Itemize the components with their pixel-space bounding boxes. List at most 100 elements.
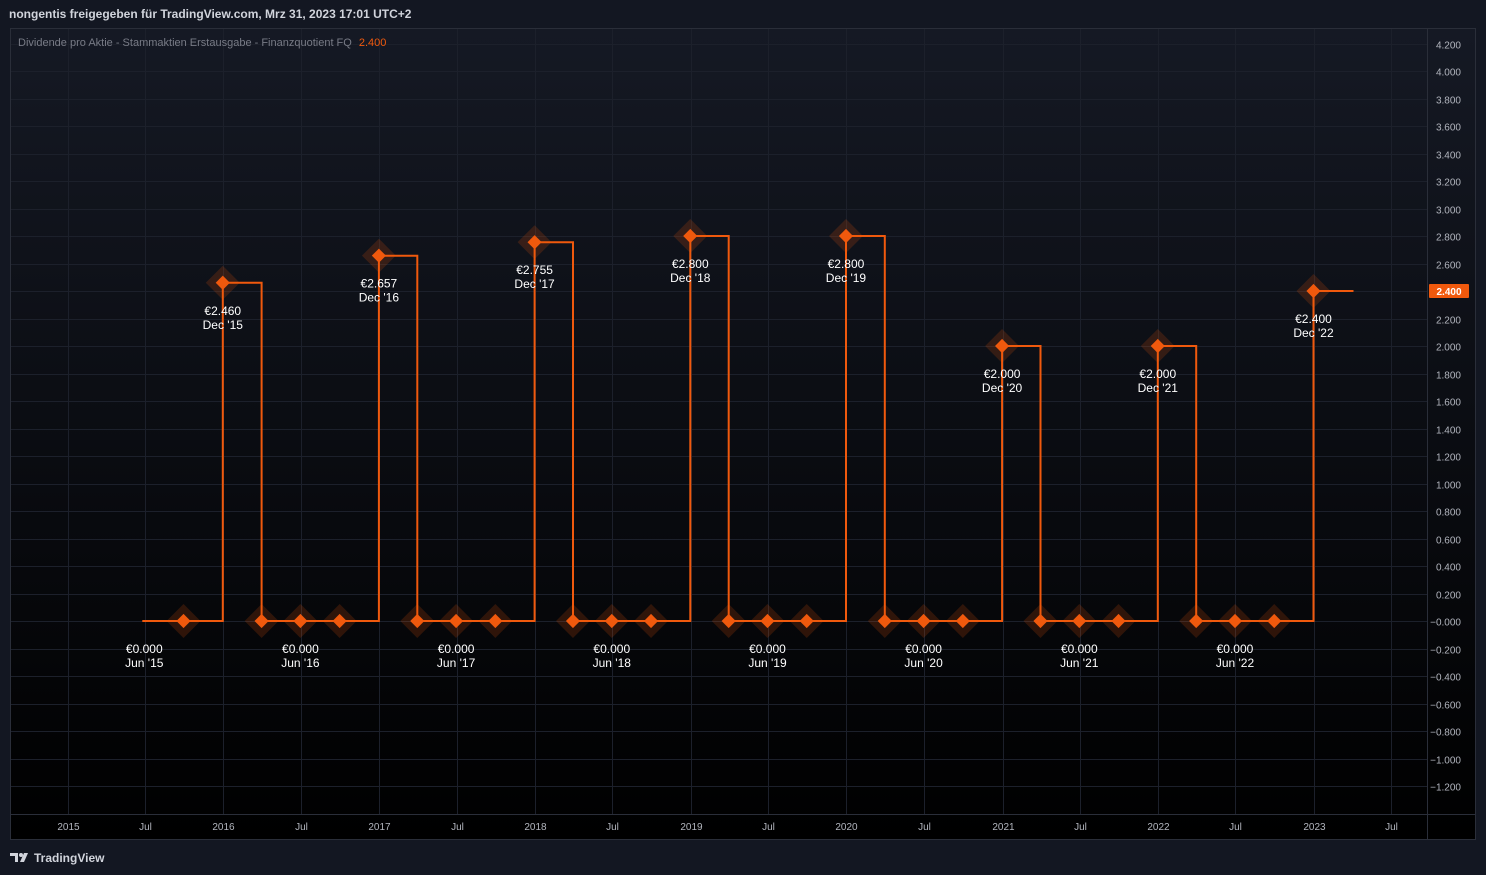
y-tick-label: 2.200 [1436,316,1461,327]
y-tick-label: −0.400 [1430,673,1461,684]
y-tick-label: 4.000 [1436,68,1461,79]
x-tick-label: Jul [1229,822,1242,833]
x-tick-label: Jul [1074,822,1087,833]
x-tick-label: Jul [139,822,152,833]
y-tick-label: 0.600 [1436,536,1461,547]
chart-background [11,29,1475,839]
y-tick-label: 4.200 [1436,41,1461,52]
y-tick-label: 2.000 [1436,343,1461,354]
dividend-marker [215,275,230,290]
y-tick-label: 1.000 [1436,481,1461,492]
annotation-value: €0.000 [438,642,475,656]
annotation-value: €0.000 [126,642,163,656]
footer [0,840,1486,875]
annotation-period: Dec '20 [982,381,1023,395]
x-tick-label: 2018 [524,822,547,833]
y-tick-label: 0.200 [1436,591,1461,602]
dividend-marker [293,613,308,629]
dividend-marker [995,338,1010,354]
annotation-period: Dec '16 [359,291,400,305]
dividend-marker [1072,613,1087,629]
legend-last-value: 2.400 [359,37,387,49]
x-tick-label: 2020 [835,822,858,833]
x-tick-label: Jul [762,822,775,833]
x-tick-label: 2022 [1147,822,1170,833]
y-tick-label: 1.400 [1436,426,1461,437]
dividend-marker [955,613,970,629]
annotation-value: €0.000 [1061,642,1098,656]
tradingview-logo[interactable]: TradingView [10,850,104,866]
dividend-marker [721,613,736,629]
annotation-value: €2.800 [672,257,709,271]
dividend-marker [604,613,619,629]
y-tick-label: −1.000 [1430,756,1461,767]
annotation-value: €0.000 [905,642,942,656]
dividend-marker [1227,613,1243,629]
annotation-period: Dec '15 [203,318,244,332]
annotation-period: Dec '21 [1138,381,1179,395]
y-tick-label: 2.600 [1436,261,1461,272]
y-tick-label: −0.200 [1430,646,1461,657]
x-tick-label: 2019 [680,822,703,833]
annotation-period: Jun '19 [748,656,787,670]
annotation-value: €2.000 [984,367,1021,381]
y-tick-label: 3.000 [1436,206,1461,217]
price-axis[interactable]: 4.200 4.000 3.800 3.600 3.400 3.200 3.000 2.800… [1427,29,1470,840]
x-tick-label: Jul [918,822,931,833]
legend-series-label: Dividende pro Aktie - Stammaktien Erstau… [18,37,352,49]
x-tick-label: 2016 [212,822,235,833]
grid [11,29,1427,814]
dividend-marker [683,228,698,244]
dividend-marker [1111,613,1126,629]
dividend-marker [760,613,775,629]
y-tick-label: 3.400 [1436,151,1461,162]
time-axis[interactable]: 2015 Jul 2016 Jul 2017 Jul 2018 Jul 2019 Jul 2020 J… [11,814,1476,834]
y-tick-label: 0.400 [1436,563,1461,574]
annotation-value: €2.657 [361,277,398,291]
dividend-marker [799,613,814,629]
dividend-marker [449,613,464,629]
tradingview-brand: TradingView [34,851,105,865]
dividend-marker [1189,613,1204,629]
annotation-value: €0.000 [749,642,786,656]
last-price-badge [1429,284,1469,298]
x-tick-label: Jul [295,822,308,833]
annotation-period: Dec '22 [1293,326,1334,340]
x-tick-label: 2021 [992,822,1015,833]
y-tick-label: 1.800 [1436,371,1461,382]
x-tick-label: Jul [606,822,619,833]
tradingview-icon [10,853,28,862]
annotation-value: €2.400 [1295,312,1332,326]
x-tick-label: 2015 [57,822,80,833]
x-tick-label: Jul [451,822,464,833]
annotation-value: €0.000 [1217,642,1254,656]
y-tick-label: −0.000 [1430,618,1461,629]
y-tick-label: 0.800 [1436,508,1461,519]
dividend-marker [1267,613,1282,629]
dividend-marker [254,613,269,629]
annotation-value: €0.000 [593,642,630,656]
y-tick-label: 1.600 [1436,398,1461,409]
dividend-marker [565,613,581,629]
dividend-marker [877,613,892,629]
dividend-marker [916,613,931,629]
annotation-value: €2.800 [828,257,865,271]
dividend-marker [1306,283,1321,299]
annotation-period: Jun '18 [593,656,632,670]
dividend-marker [1033,613,1048,629]
annotation-period: Dec '19 [826,271,867,285]
dividend-marker [371,248,386,263]
annotation-value: €2.755 [516,263,553,277]
dividend-marker [488,613,503,629]
y-tick-label: 3.800 [1436,96,1461,107]
annotation-period: Dec '18 [670,271,711,285]
annotation-period: Jun '20 [904,656,943,670]
y-tick-label: 1.200 [1436,453,1461,464]
chart-pane[interactable]: €0.000 Jun '15 €2.460 Dec '15 €0.000 Jun '16 €… [10,28,1476,840]
annotation-value: €2.460 [204,304,241,318]
x-tick-label: 2017 [368,822,391,833]
annotation-period: Dec '17 [514,277,555,291]
y-tick-label: 2.800 [1436,233,1461,244]
dividend-marker [643,613,659,629]
